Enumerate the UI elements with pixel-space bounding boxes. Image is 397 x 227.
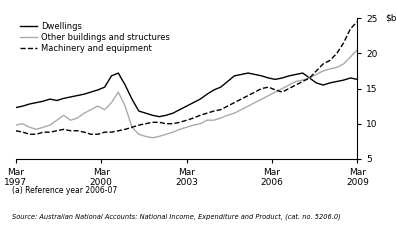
Other buildings and structures <box>123 105 127 107</box>
Dwellings <box>273 78 278 81</box>
Other buildings and structures <box>266 94 271 97</box>
Y-axis label: $billion: $billion <box>385 14 397 23</box>
Line: Dwellings: Dwellings <box>16 73 357 117</box>
Dwellings <box>89 91 93 94</box>
Dwellings <box>355 78 360 81</box>
Other buildings and structures <box>355 49 360 51</box>
Machinery and equipment <box>266 86 271 89</box>
Machinery and equipment <box>246 94 251 97</box>
Other buildings and structures <box>246 105 251 107</box>
Dwellings <box>13 106 18 109</box>
Machinery and equipment <box>27 133 32 136</box>
Dwellings <box>348 76 353 79</box>
Other buildings and structures <box>89 108 93 111</box>
Machinery and equipment <box>129 126 134 128</box>
Other buildings and structures <box>116 91 121 94</box>
Machinery and equipment <box>348 27 353 30</box>
Machinery and equipment <box>123 128 127 131</box>
Dwellings <box>129 98 134 101</box>
Other buildings and structures <box>13 124 18 126</box>
Machinery and equipment <box>355 20 360 23</box>
Other buildings and structures <box>150 136 155 139</box>
Other buildings and structures <box>348 56 353 58</box>
Dwellings <box>157 115 162 118</box>
Legend: Dwellings, Other buildings and structures, Machinery and equipment: Dwellings, Other buildings and structure… <box>20 22 170 53</box>
Machinery and equipment <box>13 129 18 132</box>
Line: Other buildings and structures: Other buildings and structures <box>16 50 357 138</box>
Line: Machinery and equipment: Machinery and equipment <box>16 22 357 134</box>
Text: Source: Australian National Accounts: National Income, Expenditure and Product, : Source: Australian National Accounts: Na… <box>12 213 341 220</box>
Dwellings <box>116 72 121 74</box>
Dwellings <box>123 84 127 86</box>
Machinery and equipment <box>95 133 100 136</box>
Text: (a) Reference year 2006-07: (a) Reference year 2006-07 <box>12 186 117 195</box>
Dwellings <box>252 73 257 76</box>
